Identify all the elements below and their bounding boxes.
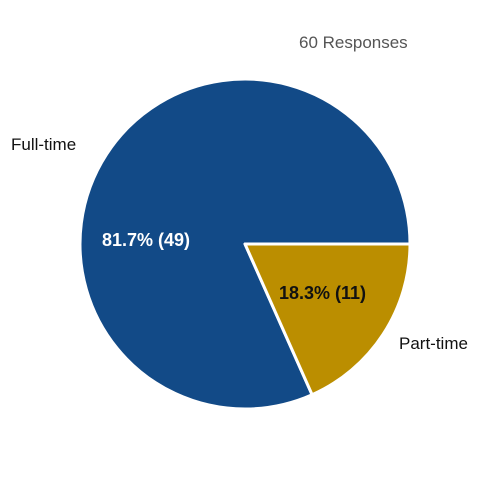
category-label-part-time: Part-time — [399, 334, 468, 353]
data-label-part-time: 18.3% (11) — [279, 283, 366, 303]
data-label-full-time: 81.7% (49) — [102, 230, 190, 250]
responses-count: 60 Responses — [299, 33, 408, 52]
pie-slice-part-time[interactable] — [243, 242, 412, 397]
category-label-full-time: Full-time — [11, 135, 76, 154]
